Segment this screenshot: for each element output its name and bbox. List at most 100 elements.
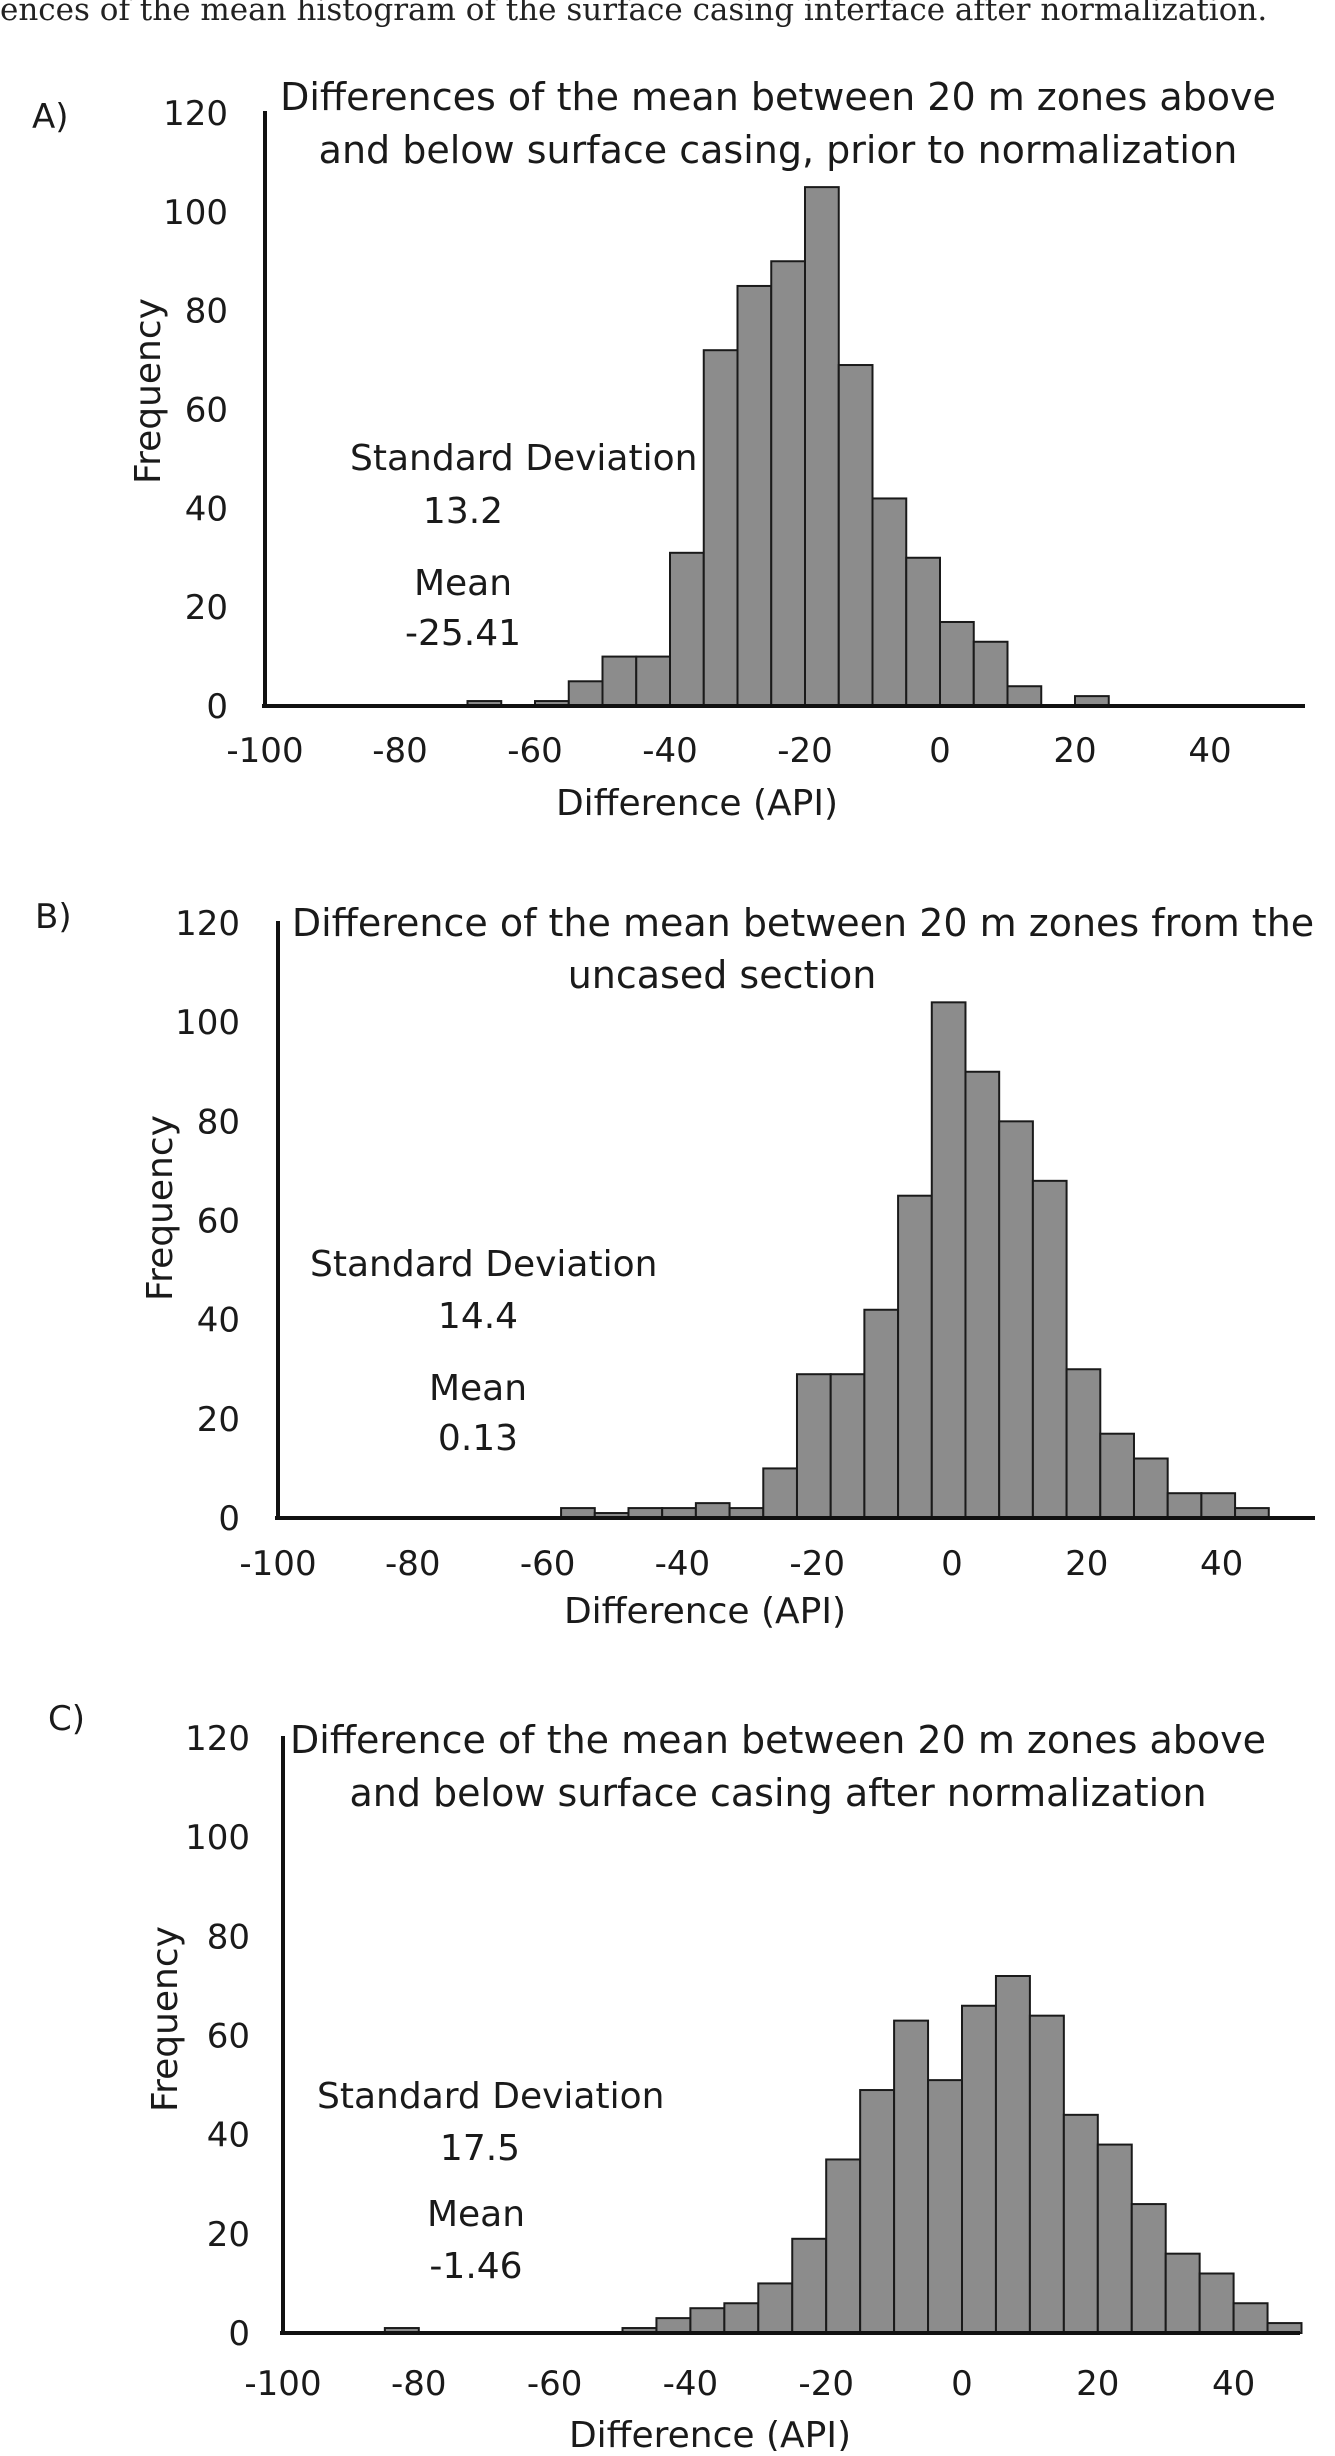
panel-a-y-tick-label: 100 [163, 193, 228, 233]
panel-c-bar [893, 2019, 930, 2334]
panel-a-y-tick-label: 80 [185, 292, 228, 332]
panel-b-bar [829, 1373, 866, 1520]
panel-a-mean-value: -25.41 [405, 613, 521, 654]
panel-a-bar [905, 556, 941, 707]
panel-a-bar [871, 497, 908, 708]
panel-c-title-line-2: and below surface casing after normaliza… [349, 1771, 1206, 1815]
panel-b-y-tick-label: 0 [218, 1499, 240, 1539]
panel-a-y-tick-label: 60 [185, 391, 228, 431]
panel-b-sd-value: 14.4 [438, 1296, 518, 1337]
panel-c-y-tick-label: 100 [185, 1818, 250, 1858]
panel-b-bar [762, 1467, 798, 1519]
panel-a-x-axis-label: Difference (API) [556, 783, 838, 824]
panel-c-mean-value: -1.46 [429, 2246, 522, 2287]
panel-b-sd-label: Standard Deviation [310, 1244, 657, 1285]
panel-c-mean-label: Mean [427, 2194, 525, 2235]
panel-b-bar [1065, 1368, 1102, 1519]
panel-a-title-line-2: and below surface casing, prior to norma… [319, 128, 1238, 172]
panel-a-x-tick-label: -100 [226, 731, 303, 771]
panel-c-x-tick-label: -60 [527, 2364, 583, 2404]
panel-b-x-tick-label: -60 [520, 1544, 576, 1584]
panel-a-bar [1006, 685, 1043, 708]
panel-c-title-line-1: Difference of the mean between 20 m zone… [290, 1718, 1266, 1762]
panel-b-mean-value: 0.13 [438, 1418, 518, 1459]
panel-a-x-tick-label: 40 [1188, 731, 1231, 771]
panel-a-y-tick-label: 0 [206, 687, 228, 727]
panel-c-bar [961, 2004, 997, 2334]
panel-a-bar [702, 349, 739, 707]
panel-c-label: C) [48, 1699, 85, 1739]
panel-a-x-tick-label: -60 [507, 731, 563, 771]
panel-a-bar [770, 260, 806, 707]
panel-a-x-tick-label: -40 [642, 731, 698, 771]
panel-b-y-tick-label: 20 [197, 1400, 240, 1440]
panel-b-x-axis-label: Difference (API) [564, 1591, 846, 1632]
panel-a: A) Differences of the mean between 20 m … [32, 75, 1276, 824]
panel-a-sd-value: 13.2 [423, 491, 503, 532]
panel-c-bar [859, 2089, 896, 2335]
panel-a-mean-label: Mean [414, 563, 512, 604]
panel-b-bar [1166, 1492, 1203, 1520]
panel-b-label: B) [35, 897, 72, 937]
panel-a-y-tick-label: 20 [185, 588, 228, 628]
panel-a-bar [635, 655, 671, 707]
panel-b-bar [964, 1070, 1001, 1519]
panel-b-x-tick-label: -40 [655, 1544, 711, 1584]
panel-b-bar [1031, 1179, 1068, 1520]
panel-c-bar [1130, 2203, 1167, 2334]
panel-c: C) Difference of the mean between 20 m z… [48, 1699, 1266, 2456]
panel-c-x-tick-label: -20 [798, 2364, 854, 2404]
panel-c-bar [655, 2317, 692, 2334]
panel-b-bar [1200, 1492, 1237, 1520]
panel-c-plot: -100 -80 -60 -40 -20 0 20 40 0 20 40 60 80 100 120 [185, 1719, 1303, 2404]
panel-c-bar [1198, 2272, 1235, 2334]
panel-b-bar [897, 1194, 933, 1520]
panel-b-bar [998, 1120, 1034, 1520]
panel-b-y-tick-label: 80 [197, 1102, 240, 1142]
panel-a-bar [601, 655, 638, 707]
panel-a-label: A) [32, 97, 69, 137]
panel-c-x-tick-label: 0 [951, 2364, 973, 2404]
panel-c-bar [927, 2079, 963, 2334]
panel-c-bar [723, 2302, 760, 2334]
panel-b-plot: -100 -80 -60 -40 -20 0 20 40 0 20 40 60 80 100 120 [175, 904, 1315, 1584]
panel-a-x-tick-label: 20 [1053, 731, 1096, 771]
panel-c-y-tick-label: 20 [207, 2215, 250, 2255]
panel-c-bar [994, 1975, 1031, 2334]
panel-a-sd-label: Standard Deviation [350, 438, 697, 479]
panel-a-plot: -100 -80 -60 -40 -20 0 20 40 0 20 40 60 80 100 120 [163, 94, 1305, 771]
panel-a-bar [736, 284, 773, 707]
panel-a-bar [669, 551, 705, 708]
panel-a-title-line-1: Differences of the mean between 20 m zon… [280, 75, 1276, 119]
panel-b-bar [1132, 1457, 1169, 1519]
panel-a-bar [567, 680, 604, 708]
panel-b-y-axis-label: Frequency [140, 1115, 181, 1301]
panel-b-bar [795, 1373, 832, 1520]
panel-a-y-tick-label: 120 [163, 94, 228, 134]
panel-c-bar [1062, 2113, 1099, 2334]
panel-c-sd-label: Standard Deviation [317, 2076, 664, 2117]
panel-a-bar [939, 620, 975, 707]
panel-c-bar [791, 2237, 828, 2335]
panel-b-x-tick-label: 0 [941, 1544, 963, 1584]
panel-b-title-line-2: uncased section [568, 953, 877, 997]
panel-b-x-tick-label: 20 [1065, 1544, 1108, 1584]
panel-b-y-tick-label: 40 [197, 1301, 240, 1341]
figure-caption: ences of the mean histogram of the surfa… [0, 0, 1268, 28]
panel-a-x-tick-label: 0 [929, 731, 951, 771]
panel-b-x-tick-label: -100 [239, 1544, 316, 1584]
panel-c-y-axis-label: Frequency [145, 1926, 186, 2112]
panel-c-x-tick-label: -100 [244, 2364, 321, 2404]
panel-b-mean-label: Mean [429, 1368, 527, 1409]
panel-c-bar [1164, 2252, 1201, 2335]
panel-c-y-tick-label: 80 [207, 1917, 250, 1957]
panel-b-y-tick-label: 100 [175, 1003, 240, 1043]
panel-b: B) Difference of the mean between 20 m z… [35, 897, 1314, 1632]
panel-c-y-tick-label: 120 [185, 1719, 250, 1759]
panel-c-sd-value: 17.5 [440, 2128, 520, 2169]
panel-c-bar [1028, 2014, 1065, 2334]
panel-a-bar [972, 640, 1009, 708]
panel-c-x-axis-label: Difference (API) [569, 2415, 851, 2451]
